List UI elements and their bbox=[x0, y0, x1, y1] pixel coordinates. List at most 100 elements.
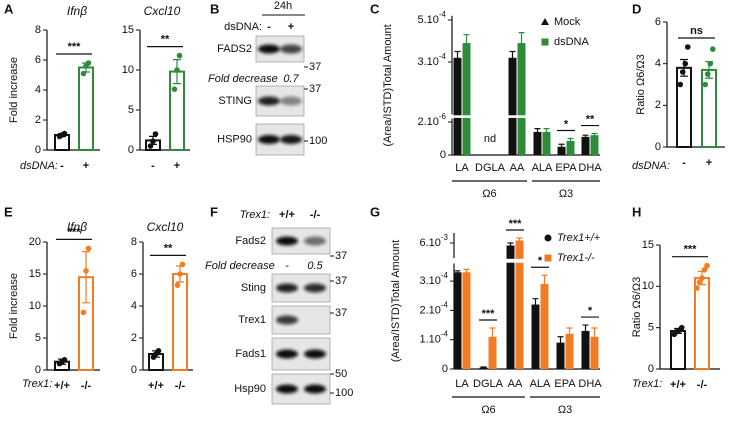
data-point bbox=[61, 356, 68, 363]
error-bar bbox=[480, 366, 487, 369]
panel-letter: C bbox=[370, 1, 380, 16]
fold-label: Fold decrease bbox=[208, 73, 278, 85]
x-tick-label: - bbox=[60, 160, 64, 172]
y-tick-label: 5 bbox=[648, 322, 654, 334]
blot-band bbox=[276, 236, 298, 246]
y-tick-label: 0 bbox=[442, 363, 448, 375]
y-tick-label: 0 bbox=[131, 364, 137, 376]
y-tick-label: 0 bbox=[35, 144, 41, 156]
y-tick-label: 0 bbox=[440, 149, 446, 161]
bar bbox=[508, 57, 517, 155]
significance: ** bbox=[161, 34, 170, 46]
x-tick-label: -/- bbox=[697, 379, 708, 391]
data-point bbox=[171, 86, 178, 92]
data-point bbox=[150, 138, 156, 144]
x-tick-label: DGLA bbox=[475, 162, 506, 174]
data-point bbox=[174, 282, 181, 289]
bar bbox=[676, 66, 692, 148]
bar bbox=[462, 272, 471, 369]
y-tick-label: 2 bbox=[131, 332, 137, 344]
bar bbox=[566, 140, 575, 155]
bar bbox=[556, 342, 565, 369]
blot-band bbox=[276, 283, 298, 293]
y-tick-label: 2.10-6 bbox=[417, 112, 446, 128]
significance: * bbox=[588, 305, 593, 317]
x-axis-label: dsDNA: bbox=[632, 160, 670, 172]
legend-label: Trex1-/- bbox=[557, 252, 595, 264]
axis-break bbox=[448, 258, 600, 263]
y-tick-label: 5 bbox=[35, 332, 41, 344]
data-point bbox=[709, 46, 716, 52]
panel-letter: G bbox=[370, 204, 380, 219]
significance: *** bbox=[68, 226, 82, 238]
bar bbox=[581, 330, 590, 369]
tick-mantissa: 2.10 bbox=[417, 116, 438, 128]
error-bar bbox=[454, 50, 461, 65]
y-tick-label: 4 bbox=[35, 84, 41, 96]
lane: +/+ bbox=[279, 209, 295, 221]
legend-label: Mock bbox=[554, 16, 581, 28]
error-bar bbox=[557, 336, 564, 349]
y-axis-label: (Area/ISTD)Total Amount bbox=[390, 240, 402, 362]
error-bar bbox=[591, 327, 598, 346]
data-point bbox=[80, 309, 87, 316]
y-tick-label: 20 bbox=[29, 236, 41, 248]
significance: *** bbox=[684, 244, 698, 256]
legend-marker bbox=[541, 18, 549, 25]
y-tick-label: 5.10-4 bbox=[417, 10, 446, 26]
error-bar bbox=[489, 327, 496, 346]
bar bbox=[506, 245, 515, 369]
legend-label: Trex1+/+ bbox=[557, 232, 601, 244]
bar bbox=[542, 131, 551, 155]
legend-marker bbox=[544, 234, 552, 242]
bar bbox=[565, 333, 574, 369]
bar bbox=[172, 273, 188, 371]
tick-exponent: -4 bbox=[439, 52, 447, 61]
fold-value: 0.7 bbox=[283, 73, 299, 85]
blot-band bbox=[258, 44, 280, 54]
lane: -/- bbox=[310, 209, 321, 221]
data-point bbox=[61, 130, 68, 137]
x-tick-label: +/+ bbox=[54, 380, 70, 392]
data-point bbox=[701, 267, 708, 273]
y-tick-label: 4 bbox=[655, 58, 661, 70]
data-point bbox=[85, 60, 92, 66]
tick-mantissa: 5.10 bbox=[417, 14, 438, 26]
data-point bbox=[699, 275, 705, 281]
y-tick-label: 0 bbox=[655, 141, 661, 153]
blot-band bbox=[258, 135, 280, 144]
bar bbox=[517, 43, 526, 155]
size-marker: 37 bbox=[309, 61, 321, 73]
data-point bbox=[177, 271, 183, 277]
bar bbox=[533, 131, 542, 155]
size-marker: 50 bbox=[335, 368, 347, 380]
lane-label: dsDNA: bbox=[224, 21, 262, 33]
size-marker: 37 bbox=[309, 83, 321, 95]
y-tick-label: 6.10-3 bbox=[419, 233, 448, 249]
x-tick-label: AA bbox=[510, 162, 525, 174]
bar bbox=[488, 336, 497, 369]
band-label: STING bbox=[218, 95, 252, 107]
significance: *** bbox=[509, 218, 523, 230]
data-point bbox=[152, 131, 159, 137]
bar bbox=[590, 135, 599, 155]
panel-letter: H bbox=[632, 204, 641, 219]
blot-band bbox=[304, 236, 326, 246]
x-tick-label: LA bbox=[455, 162, 469, 174]
error-bar bbox=[582, 134, 589, 139]
error-bar bbox=[534, 128, 541, 136]
x-tick-label: EPA bbox=[554, 378, 576, 390]
significance: ns bbox=[690, 25, 703, 37]
x-axis-label: Trex1: bbox=[632, 378, 662, 390]
bar bbox=[453, 272, 462, 369]
x-tick-label: DHA bbox=[578, 378, 602, 390]
fold-value: - bbox=[267, 73, 271, 85]
y-tick-label: 10 bbox=[122, 64, 134, 76]
fold-value: 0.5 bbox=[307, 260, 323, 272]
bar bbox=[479, 367, 488, 369]
error-bar bbox=[541, 274, 548, 293]
tick-exponent: -4 bbox=[439, 10, 447, 19]
bar bbox=[531, 304, 540, 369]
panel-letter: D bbox=[632, 1, 641, 16]
blot-band bbox=[276, 384, 298, 394]
